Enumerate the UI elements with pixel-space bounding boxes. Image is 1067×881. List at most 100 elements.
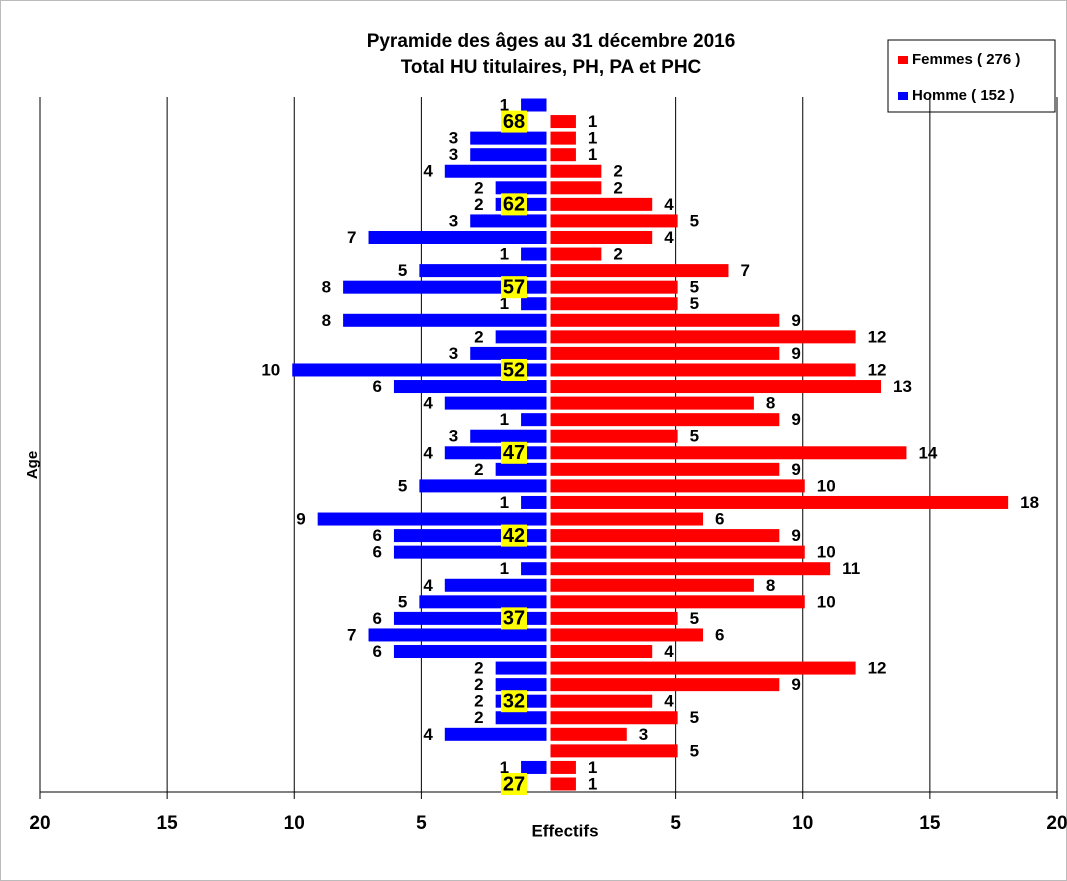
category-label-bg <box>501 524 527 547</box>
value-label: 12 <box>868 360 887 379</box>
value-label: 9 <box>791 410 800 429</box>
value-label: 1 <box>500 245 509 264</box>
bar <box>550 396 754 410</box>
bar <box>550 545 805 559</box>
x-tick-label: 10 <box>792 813 813 834</box>
value-label: 6 <box>372 642 381 661</box>
bar <box>521 297 547 311</box>
value-label: 8 <box>766 576 775 595</box>
value-label: 1 <box>588 758 597 777</box>
bar <box>550 297 678 311</box>
value-label: 1 <box>500 294 509 313</box>
value-label: 4 <box>423 576 433 595</box>
bar <box>419 479 547 493</box>
bar <box>292 363 547 377</box>
x-tick-label: 20 <box>1046 813 1067 834</box>
category-label-bg <box>501 441 527 464</box>
y-tick-label: 42 <box>503 525 525 547</box>
bar <box>470 429 547 443</box>
bar <box>550 413 780 427</box>
value-label: 13 <box>893 377 912 396</box>
value-label: 2 <box>474 195 483 214</box>
value-label: 12 <box>868 659 887 678</box>
value-label: 6 <box>372 609 381 628</box>
bar <box>444 446 547 460</box>
bar <box>550 181 602 195</box>
value-label: 10 <box>817 543 836 562</box>
value-label: 7 <box>347 228 356 247</box>
value-label: 1 <box>500 95 509 114</box>
value-label: 4 <box>423 443 433 462</box>
y-tick-label: 47 <box>503 442 525 464</box>
bar <box>550 479 805 493</box>
category-label-bg <box>501 607 527 630</box>
value-label: 1 <box>500 493 509 512</box>
bar <box>550 164 602 178</box>
bar <box>550 313 780 327</box>
value-label: 2 <box>474 659 483 678</box>
bar <box>550 280 678 294</box>
bar <box>550 230 653 244</box>
y-tick-label: 62 <box>503 194 525 216</box>
value-label: 2 <box>613 178 622 197</box>
bar <box>550 264 729 278</box>
value-label: 6 <box>372 526 381 545</box>
bar <box>550 760 576 774</box>
legend-box <box>887 39 1056 113</box>
value-label: 8 <box>766 394 775 413</box>
value-label: 1 <box>588 774 597 793</box>
bar <box>393 380 547 394</box>
value-label: 6 <box>715 625 724 644</box>
value-label: 5 <box>690 609 699 628</box>
x-tick-label: 15 <box>919 813 941 834</box>
bar <box>550 529 780 543</box>
value-label: 6 <box>372 543 381 562</box>
value-label: 9 <box>791 311 800 330</box>
value-label: 9 <box>791 675 800 694</box>
bar <box>550 330 856 344</box>
bar <box>550 628 704 642</box>
value-label: 9 <box>791 344 800 363</box>
bar <box>393 645 547 659</box>
x-tick-label: 20 <box>29 813 50 834</box>
bar <box>317 512 547 526</box>
value-label: 4 <box>664 642 674 661</box>
bar <box>368 628 547 642</box>
value-label: 5 <box>690 427 699 446</box>
value-label: 9 <box>791 460 800 479</box>
value-label: 4 <box>423 162 433 181</box>
value-label: 2 <box>474 178 483 197</box>
value-label: 5 <box>398 261 407 280</box>
value-label: 1 <box>500 559 509 578</box>
value-label: 6 <box>715 510 724 529</box>
category-label-bg <box>501 773 527 795</box>
bar <box>444 164 547 178</box>
bar <box>343 313 547 327</box>
x-tick-label: 15 <box>157 813 179 834</box>
value-label: 9 <box>296 510 305 529</box>
bar <box>550 197 653 211</box>
bar <box>521 413 547 427</box>
legend-label: Homme ( 152 ) <box>912 87 1015 104</box>
bar <box>444 396 547 410</box>
value-label: 5 <box>398 476 407 495</box>
legend-swatch <box>898 56 908 64</box>
value-label: 10 <box>261 360 280 379</box>
bar <box>470 346 547 360</box>
value-label: 14 <box>918 443 937 462</box>
value-label: 3 <box>449 145 458 164</box>
value-label: 7 <box>347 625 356 644</box>
bar <box>550 131 576 145</box>
bar <box>550 115 576 129</box>
bar <box>550 429 678 443</box>
value-label: 5 <box>690 294 699 313</box>
bar <box>550 380 882 394</box>
value-label: 5 <box>398 592 407 611</box>
value-label: 1 <box>588 145 597 164</box>
value-label: 8 <box>322 278 331 297</box>
value-label: 10 <box>817 476 836 495</box>
value-label: 4 <box>664 195 674 214</box>
bar <box>550 678 780 692</box>
category-label-bg <box>501 110 527 133</box>
value-label: 2 <box>474 708 483 727</box>
